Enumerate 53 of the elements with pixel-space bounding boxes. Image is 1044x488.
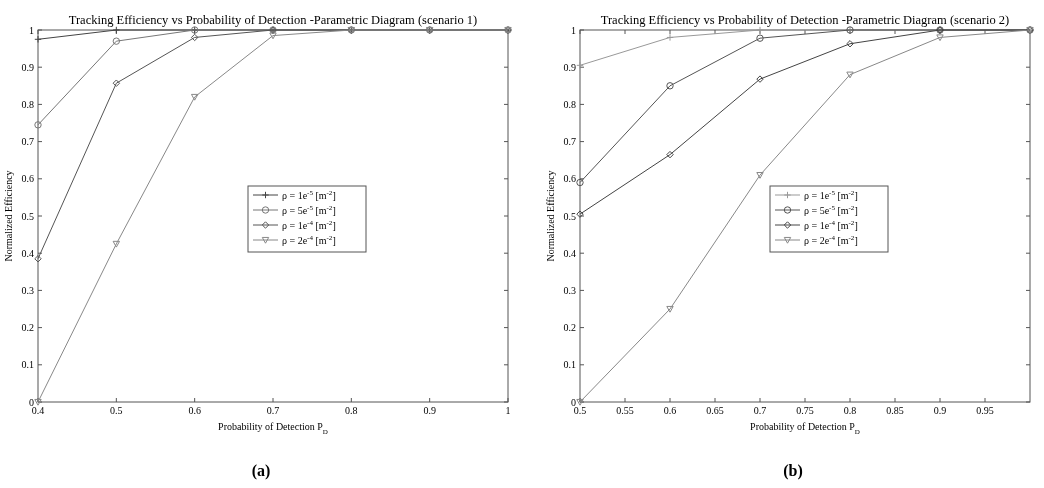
- text: (a): [251, 462, 271, 480]
- y-tick-label: 0.4: [563, 247, 576, 259]
- legend-label: ρ = 5e$^{-5}$ [m$^{-2}$]: [282, 204, 336, 216]
- y-tick-label: 0.5: [21, 210, 34, 222]
- y-tick-label: 0.7: [21, 136, 34, 148]
- legend-label: ρ = 5e$^{-5}$ [m$^{-2}$]: [804, 204, 858, 216]
- x-tick-label: 0.9: [423, 405, 436, 416]
- y-tick-label: 0.1: [21, 359, 34, 371]
- x-tick-label: 0.9: [933, 405, 947, 416]
- y-tick-label: 0.2: [21, 322, 34, 334]
- legend-label: ρ = 2e$^{-4}$ [m$^{-2}$]: [804, 234, 858, 246]
- y-tick-label: 0.2: [563, 322, 576, 334]
- chart-title: Tracking Efficiency vs Probability of Detection -Parametric Diagram (scenario 1): [68, 13, 478, 27]
- x-tick-label: 0.7: [266, 405, 280, 416]
- legend-label: ρ = 1e$^{-5}$ [m$^{-2}$]: [804, 189, 858, 201]
- legend-label: ρ = 1e$^{-4}$ [m$^{-2}$]: [804, 219, 858, 231]
- y-axis-title: Normalized Efficiency: [3, 170, 14, 262]
- y-tick-label: 0.8: [21, 98, 34, 110]
- y-tick-label: 0: [29, 396, 34, 408]
- x-tick-label: 0.65: [706, 405, 724, 416]
- y-tick-label: 0.6: [563, 173, 576, 185]
- y-tick-label: 0.8: [563, 98, 576, 110]
- y-tick-label: 0.3: [563, 284, 576, 296]
- y-tick-label: 0.4: [21, 247, 34, 259]
- text: (b): [783, 462, 803, 480]
- x-tick-label: 0.55: [616, 405, 634, 416]
- legend-label: ρ = 1e$^{-4}$ [m$^{-2}$]: [282, 219, 336, 231]
- legend-label: ρ = 1e$^{-5}$ [m$^{-2}$]: [282, 189, 336, 201]
- y-tick-label: 0.7: [563, 136, 576, 148]
- x-axis-title: Probability of Detection P$_{D}$: [750, 421, 860, 436]
- chart-title: Tracking Efficiency vs Probability of Detection -Parametric Diagram (scenario 2): [600, 13, 1010, 27]
- x-tick-label: 0.95: [976, 405, 994, 416]
- y-tick-label: 0.6: [21, 173, 34, 185]
- y-tick-label: 0.1: [563, 359, 576, 371]
- y-axis-title: Normalized Efficiency: [545, 170, 556, 262]
- y-tick-label: 0.3: [21, 284, 34, 296]
- x-tick-label: 0.8: [843, 405, 857, 416]
- x-axis-title: Probability of Detection P$_{D}$: [218, 421, 328, 436]
- y-tick-label: 0.9: [21, 61, 34, 73]
- x-tick-label: 0.8: [345, 405, 358, 416]
- x-tick-label: 0.75: [796, 405, 814, 416]
- x-tick-label: 0.85: [886, 405, 904, 416]
- legend-label: ρ = 2e$^{-4}$ [m$^{-2}$]: [282, 234, 336, 246]
- y-tick-label: 1: [571, 24, 576, 36]
- y-tick-label: 0.5: [563, 210, 576, 222]
- x-tick-label: 0.7: [753, 405, 767, 416]
- y-tick-label: 0: [571, 396, 576, 408]
- x-tick-label: 0.6: [188, 405, 201, 416]
- x-tick-label: 0.5: [110, 405, 123, 416]
- x-tick-label: 0.6: [663, 405, 677, 416]
- x-tick-label: 1: [505, 405, 511, 416]
- y-tick-label: 1: [29, 24, 34, 36]
- y-tick-label: 0.9: [563, 61, 576, 73]
